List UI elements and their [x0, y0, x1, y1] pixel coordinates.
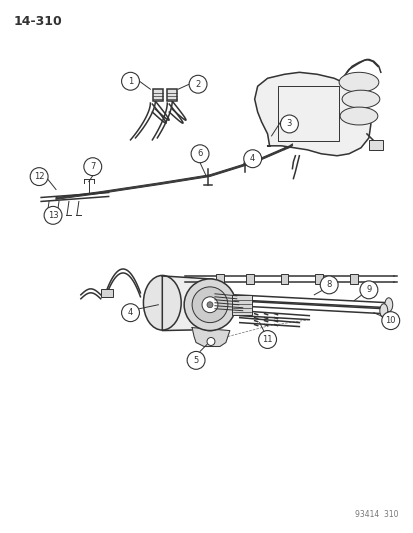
Text: 8: 8: [326, 280, 331, 289]
Circle shape: [121, 72, 139, 90]
FancyBboxPatch shape: [153, 89, 163, 101]
Text: 93414  310: 93414 310: [354, 510, 398, 519]
Circle shape: [243, 150, 261, 168]
Text: 12: 12: [34, 172, 44, 181]
Circle shape: [184, 279, 235, 330]
Circle shape: [359, 281, 377, 299]
Text: 11: 11: [262, 335, 272, 344]
FancyBboxPatch shape: [280, 274, 288, 284]
FancyBboxPatch shape: [167, 89, 177, 101]
Circle shape: [83, 158, 102, 175]
Ellipse shape: [338, 72, 378, 92]
Circle shape: [258, 330, 276, 349]
Circle shape: [121, 304, 139, 321]
Circle shape: [30, 168, 48, 185]
Circle shape: [191, 145, 209, 163]
Text: 4: 4: [128, 308, 133, 317]
Polygon shape: [162, 276, 209, 330]
Text: 4: 4: [249, 154, 255, 163]
Ellipse shape: [341, 90, 379, 108]
Text: 13: 13: [47, 211, 58, 220]
Polygon shape: [254, 72, 370, 156]
Circle shape: [202, 297, 217, 313]
Circle shape: [44, 206, 62, 224]
Circle shape: [187, 351, 204, 369]
Circle shape: [320, 276, 337, 294]
Circle shape: [280, 115, 298, 133]
Circle shape: [192, 287, 227, 322]
Circle shape: [206, 337, 214, 345]
Circle shape: [206, 302, 212, 308]
Text: 6: 6: [197, 149, 202, 158]
Ellipse shape: [143, 276, 181, 330]
Ellipse shape: [384, 298, 392, 312]
Text: 14-310: 14-310: [13, 15, 62, 28]
FancyBboxPatch shape: [368, 140, 382, 150]
FancyBboxPatch shape: [231, 295, 251, 314]
Ellipse shape: [191, 279, 228, 330]
Text: 7: 7: [90, 162, 95, 171]
Text: 3: 3: [286, 119, 292, 128]
Polygon shape: [192, 328, 229, 346]
Text: 2: 2: [195, 80, 200, 88]
FancyBboxPatch shape: [315, 274, 323, 284]
FancyBboxPatch shape: [349, 274, 357, 284]
Circle shape: [381, 312, 399, 329]
Text: 1: 1: [128, 77, 133, 86]
Text: 5: 5: [193, 356, 198, 365]
Text: 10: 10: [385, 316, 395, 325]
FancyBboxPatch shape: [245, 274, 253, 284]
Ellipse shape: [339, 107, 377, 125]
FancyBboxPatch shape: [100, 289, 112, 297]
Ellipse shape: [379, 304, 387, 318]
Circle shape: [189, 75, 206, 93]
Text: 9: 9: [366, 285, 370, 294]
FancyBboxPatch shape: [216, 274, 223, 284]
